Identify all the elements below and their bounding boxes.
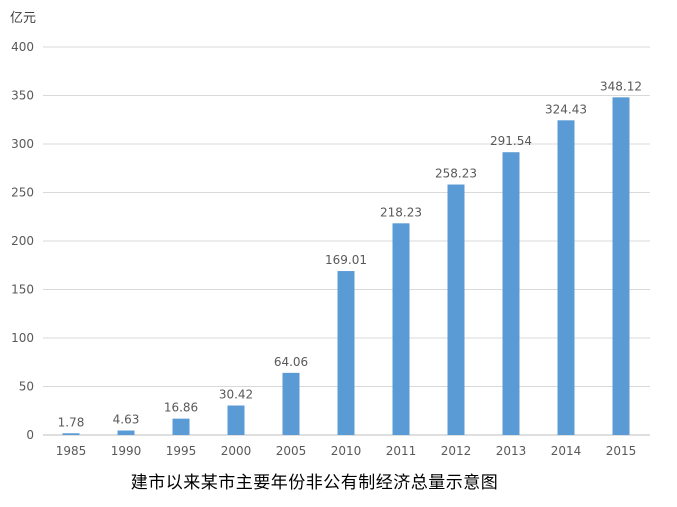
bars (62, 97, 630, 435)
data-label: 291.54 (490, 134, 532, 148)
data-label: 64.06 (274, 355, 308, 369)
y-tick-label: 150 (11, 283, 34, 297)
y-tick-label: 50 (19, 380, 34, 394)
data-labels: 1.78 4.63 16.86 30.42 64.06 169.01 218.23 258.2… (58, 79, 642, 429)
data-label: 1.78 (58, 415, 85, 429)
x-tick-label: 1985 (56, 444, 87, 458)
x-tick-label: 2000 (221, 444, 252, 458)
bar (502, 152, 520, 435)
bar (227, 405, 245, 435)
data-label: 348.12 (600, 79, 642, 93)
data-label: 4.63 (113, 413, 140, 427)
bar-chart: 亿元 0 50 100 150 200 250 300 350 400 1.78 4.63 16.8… (10, 11, 650, 458)
x-tick-label: 2011 (386, 444, 417, 458)
x-tick-label: 1995 (166, 444, 197, 458)
x-tick-label: 1990 (111, 444, 142, 458)
data-label: 218.23 (380, 205, 422, 219)
x-tick-label: 2005 (276, 444, 307, 458)
x-tick-label: 2012 (441, 444, 472, 458)
y-tick-label: 200 (11, 234, 34, 248)
y-tick-label: 100 (11, 331, 34, 345)
bar (62, 433, 80, 435)
bar (392, 223, 410, 435)
chart-caption: 建市以来某市主要年份非公有制经济总量示意图 (0, 468, 677, 493)
data-label: 16.86 (164, 401, 198, 415)
bar (172, 418, 190, 435)
bar (447, 184, 465, 435)
y-axis-ticks: 0 50 100 150 200 250 300 350 400 (11, 40, 34, 442)
bar (282, 372, 300, 435)
chart-caption-text: 建市以来某市主要年份非公有制经济总量示意图 (130, 473, 499, 493)
x-tick-label: 2010 (331, 444, 362, 458)
data-label: 30.42 (219, 387, 253, 401)
x-tick-label: 2015 (606, 444, 637, 458)
data-label: 169.01 (325, 253, 367, 267)
bar (337, 271, 355, 435)
bar (557, 120, 575, 435)
y-axis-unit-label: 亿元 (10, 11, 36, 26)
bar (117, 430, 135, 435)
x-tick-label: 2014 (551, 444, 582, 458)
y-tick-label: 0 (26, 428, 34, 442)
y-tick-label: 250 (11, 186, 34, 200)
x-axis-ticks: 1985 1990 1995 2000 2005 2010 2011 2012 2013 2014… (56, 444, 637, 458)
x-tick-label: 2013 (496, 444, 527, 458)
bar (612, 97, 630, 435)
data-label: 324.43 (545, 102, 587, 116)
data-label: 258.23 (435, 167, 477, 181)
y-tick-label: 300 (11, 137, 34, 151)
y-tick-label: 400 (11, 40, 34, 54)
gridlines (43, 46, 650, 436)
y-tick-label: 350 (11, 89, 34, 103)
